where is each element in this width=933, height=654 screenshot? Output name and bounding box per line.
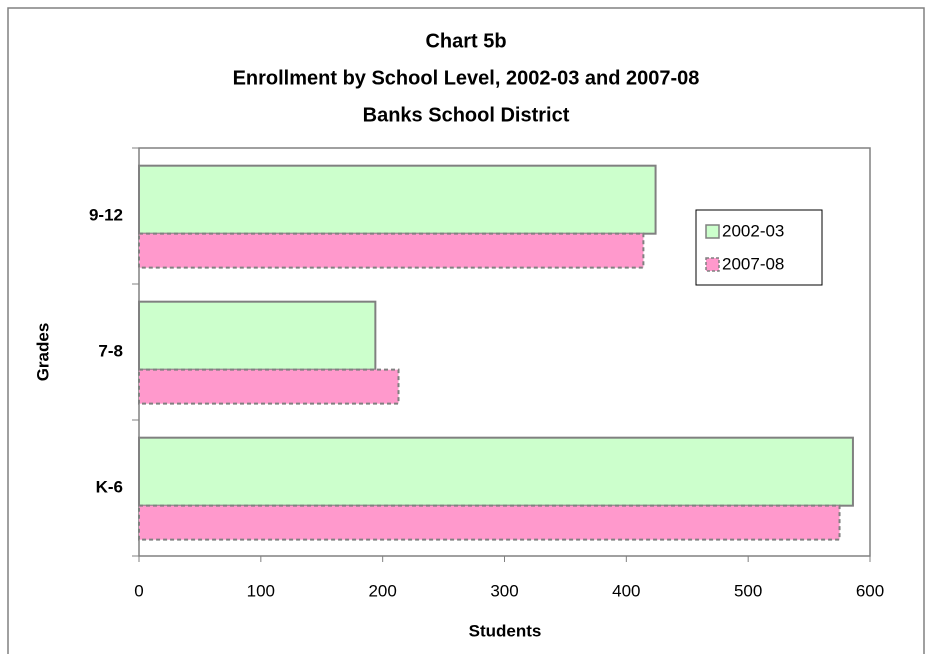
legend-swatch bbox=[705, 224, 720, 239]
y-tick-label: K-6 bbox=[96, 477, 123, 496]
x-tick-label: 300 bbox=[490, 581, 518, 600]
bar bbox=[138, 368, 400, 405]
bar bbox=[138, 164, 657, 235]
bar bbox=[138, 436, 854, 507]
x-tick-label: 0 bbox=[134, 581, 143, 600]
bar bbox=[138, 504, 841, 541]
x-tick-label: 500 bbox=[734, 581, 762, 600]
bar bbox=[138, 232, 645, 269]
legend-label: 2002-03 bbox=[722, 221, 784, 240]
x-tick-label: 600 bbox=[856, 581, 884, 600]
x-tick-label: 100 bbox=[247, 581, 275, 600]
y-tick-label: 9-12 bbox=[89, 205, 123, 224]
y-axis-label: Grades bbox=[33, 323, 52, 382]
x-tick-label: 200 bbox=[368, 581, 396, 600]
chart-title: Enrollment by School Level, 2002-03 and … bbox=[233, 67, 700, 89]
x-tick-label: 400 bbox=[612, 581, 640, 600]
x-axis-label: Students bbox=[469, 621, 542, 640]
legend-box bbox=[695, 209, 823, 286]
chart-title: Chart 5b bbox=[425, 30, 506, 52]
legend-label: 2007-08 bbox=[722, 254, 784, 273]
y-tick-label: 7-8 bbox=[98, 341, 123, 360]
legend-swatch bbox=[705, 257, 720, 272]
chart-title: Banks School District bbox=[363, 104, 570, 126]
bar bbox=[138, 300, 377, 371]
